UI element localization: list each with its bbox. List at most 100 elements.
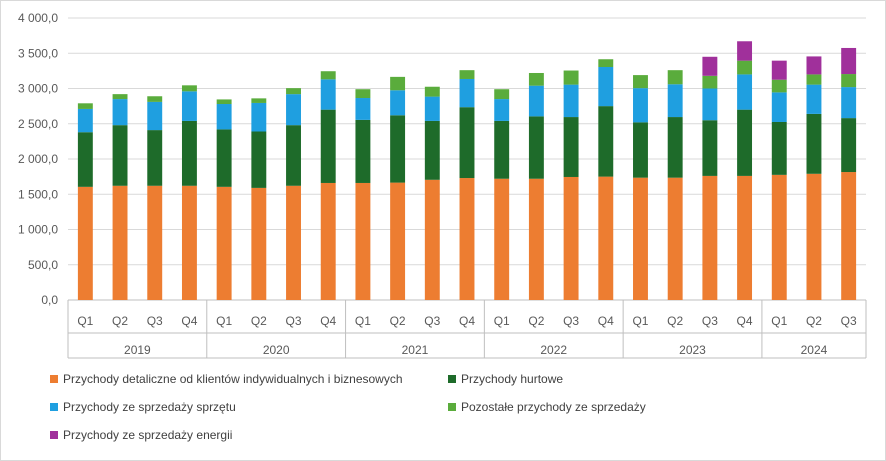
legend-swatch [448,375,456,383]
bar-segment-4 [771,79,787,93]
bar-segment-1 [390,182,406,300]
bar-segment-3 [528,85,544,117]
bar-segment-4 [563,70,579,85]
legend-swatch [50,403,58,411]
bar-segment-1 [424,179,440,300]
x-quarter-label: Q2 [528,314,544,328]
bar-segment-1 [112,185,128,300]
bar-segment-4 [251,98,267,103]
bar-segment-1 [147,185,163,300]
bar-segment-5 [806,56,822,75]
bar-segment-3 [806,84,822,114]
bar-segment-3 [286,94,301,126]
bar-segment-1 [667,177,683,300]
x-quarter-label: Q4 [737,314,753,328]
legend-item: Przychody ze sprzedaży sprzętu [50,400,236,414]
bar-segment-3 [667,84,683,118]
legend-item: Pozostałe przychody ze sprzedaży [448,400,646,414]
bar-segment-3 [771,92,787,122]
x-quarter-label: Q2 [251,314,267,328]
bar-segment-4 [598,59,614,67]
y-tick-label: 1 500,0 [18,187,58,201]
x-quarter-label: Q1 [494,314,510,328]
x-quarter-label: Q4 [459,314,475,328]
bar-segment-3 [181,91,197,121]
bar-segment-4 [424,86,440,97]
bar-segment-2 [563,117,579,177]
y-tick-label: 2 000,0 [18,152,58,166]
bar-segment-1 [216,186,232,300]
x-quarter-label: Q2 [806,314,822,328]
bar-segment-4 [390,76,406,91]
bar-segment-1 [355,182,371,300]
x-year-label: 2019 [124,343,151,357]
bar-segment-3 [77,108,93,133]
bar-segment-2 [494,120,510,179]
bar-segment-2 [77,132,93,187]
y-tick-label: 500,0 [28,258,58,272]
bar-segment-1 [841,172,857,300]
bar-segment-5 [771,60,787,80]
legend-item: Przychody detaliczne od klientów indywid… [50,372,403,386]
bar-segment-1 [737,175,753,300]
bar-segment-2 [355,119,371,183]
x-quarter-label: Q3 [841,314,857,328]
bar-segment-3 [424,96,440,121]
bar-segment-3 [216,104,232,130]
bar-segment-3 [459,78,475,108]
bar-segment-2 [181,120,197,186]
bar-segment-3 [702,88,718,121]
bar-segment-1 [459,178,475,300]
x-quarter-label: Q4 [598,314,614,328]
bar-segment-2 [320,109,336,183]
x-quarter-label: Q2 [667,314,683,328]
x-year-label: 2020 [263,343,290,357]
bar-segment-3 [598,66,614,107]
legend-label: Przychody ze sprzedaży energii [63,428,233,442]
bar-segment-3 [147,101,163,131]
legend-label: Pozostałe przychody ze sprzedaży [461,400,646,414]
bar-segment-2 [147,130,163,186]
x-quarter-label: Q1 [632,314,648,328]
bar-segment-2 [528,116,544,179]
bar-segment-2 [667,117,683,178]
bar-segment-2 [424,120,440,180]
bar-segment-4 [147,96,163,102]
bar-segment-3 [563,84,579,118]
y-tick-label: 1 000,0 [18,223,58,237]
bar-segment-3 [737,74,753,110]
bar-segment-1 [181,185,197,300]
bar-segment-1 [286,185,301,300]
x-quarter-label: Q2 [112,314,128,328]
bar-segment-3 [112,99,128,126]
bar-segment-3 [320,79,336,110]
bar-segment-2 [598,106,614,177]
bar-segment-4 [286,88,301,95]
bar-segment-4 [737,60,753,75]
legend-label: Przychody ze sprzedaży sprzętu [63,400,236,414]
bar-segment-4 [77,103,93,109]
bar-segment-1 [77,186,93,300]
legend-swatch [50,431,58,439]
bar-segment-2 [633,122,648,178]
bar-segment-1 [494,178,510,300]
bar-segment-2 [459,107,475,179]
x-quarter-label: Q4 [181,314,197,328]
bar-segment-4 [633,75,648,89]
bar-segment-4 [320,71,336,80]
y-tick-label: 2 500,0 [18,117,58,131]
y-tick-label: 3 000,0 [18,82,58,96]
bar-segment-4 [667,70,683,85]
bar-segment-3 [251,102,267,132]
x-quarter-label: Q3 [424,314,440,328]
bar-segment-1 [563,176,579,300]
bar-segment-5 [702,56,718,76]
x-quarter-label: Q3 [147,314,163,328]
bar-segment-2 [771,121,787,175]
bar-segment-3 [494,99,510,121]
bar-segment-2 [806,113,822,174]
bar-segment-4 [355,89,371,99]
legend-item: Przychody hurtowe [448,372,563,386]
legend-label: Przychody detaliczne od klientów indywid… [63,372,403,386]
x-year-label: 2021 [402,343,429,357]
